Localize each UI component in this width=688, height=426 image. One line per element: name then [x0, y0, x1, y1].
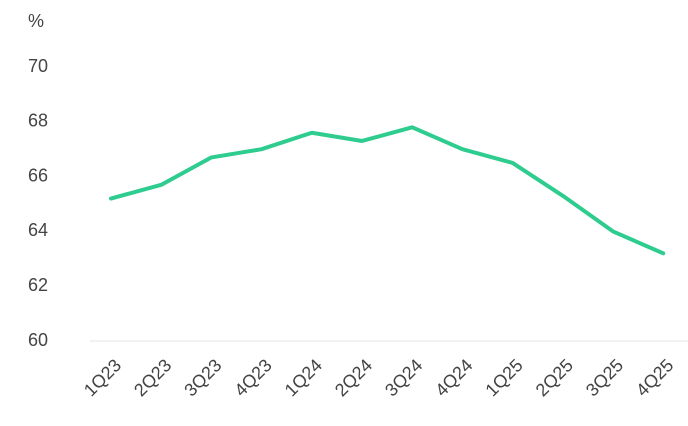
x-tick-label: 4Q24: [431, 355, 476, 400]
y-tick-label: 64: [28, 220, 48, 240]
x-tick-label: 3Q25: [582, 355, 627, 400]
x-tick-label: 1Q24: [281, 355, 326, 400]
x-tick-label: 4Q25: [632, 355, 677, 400]
x-tick-label: 4Q23: [230, 355, 275, 400]
y-tick-label: 60: [28, 330, 48, 350]
x-tick-label: 3Q23: [180, 355, 225, 400]
y-tick-label: 66: [28, 165, 48, 185]
x-tick-label: 3Q24: [381, 355, 426, 400]
y-tick-label: 68: [28, 111, 48, 131]
line: [109, 125, 666, 256]
y-tick-label: 70: [28, 56, 48, 76]
y-tick-label: 62: [28, 275, 48, 295]
x-tick-label: 1Q25: [481, 355, 526, 400]
x-tick-label: 2Q23: [130, 355, 175, 400]
x-tick-label: 2Q24: [331, 355, 376, 400]
x-tick-label: 1Q23: [80, 355, 125, 400]
x-tick-label: 2Q25: [532, 355, 577, 400]
y-axis-label: %: [28, 11, 44, 31]
